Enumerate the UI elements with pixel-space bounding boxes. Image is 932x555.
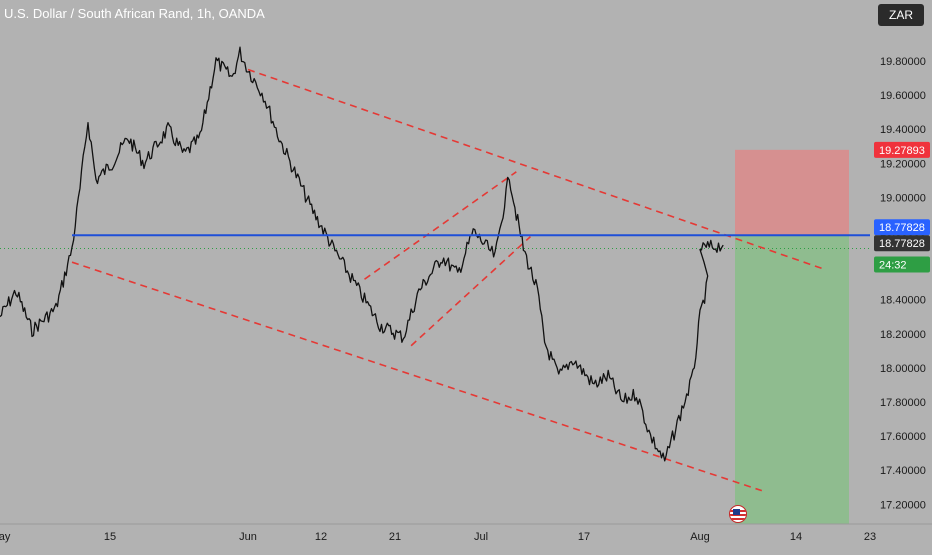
x-tick-label: May — [0, 531, 11, 543]
y-tick-label: 19.40000 — [880, 124, 926, 136]
y-tick-label: 19.00000 — [880, 192, 926, 204]
trend-line — [71, 261, 763, 492]
y-tick-label: 18.00000 — [880, 363, 926, 375]
us-flag-event-icon[interactable] — [729, 505, 747, 523]
x-tick-label: Aug — [690, 531, 710, 543]
currency-button[interactable]: ZAR — [878, 4, 924, 26]
price-label-box — [874, 141, 930, 158]
y-tick-label: 17.20000 — [880, 499, 926, 511]
x-tick-label: 15 — [104, 531, 116, 543]
stop-loss-zone — [735, 149, 849, 236]
chart-title: U.S. Dollar / South African Rand, 1h, OA… — [4, 6, 265, 21]
price-label: 19.27893 — [879, 145, 925, 157]
price-label-box — [874, 235, 930, 252]
y-tick-label: 18.20000 — [880, 329, 926, 341]
y-tick-label: 17.40000 — [880, 465, 926, 477]
x-tick-label: 12 — [315, 531, 327, 543]
price-label: 18.77828 — [879, 238, 925, 250]
y-tick-label: 19.60000 — [880, 90, 926, 102]
x-tick-label: Jul — [474, 531, 488, 543]
price-label: 24:32 — [879, 260, 907, 272]
x-tick-label: 17 — [578, 531, 590, 543]
y-tick-label: 17.60000 — [880, 431, 926, 443]
x-tick-label: 21 — [389, 531, 401, 543]
trend-line — [364, 171, 517, 280]
y-tick-label: 19.80000 — [880, 56, 926, 68]
price-label-box — [874, 256, 930, 273]
y-tick-label: 19.20000 — [880, 158, 926, 170]
x-tick-label: Jun — [239, 531, 257, 543]
take-profit-zone — [735, 235, 849, 525]
price-label-box — [874, 219, 930, 236]
x-tick-label: 14 — [790, 531, 802, 543]
price-label: 18.77828 — [879, 222, 925, 234]
y-tick-label: 17.80000 — [880, 397, 926, 409]
x-tick-label: 23 — [864, 531, 876, 543]
y-tick-label: 18.40000 — [880, 295, 926, 307]
price-series — [0, 46, 724, 462]
trend-line — [410, 236, 531, 347]
